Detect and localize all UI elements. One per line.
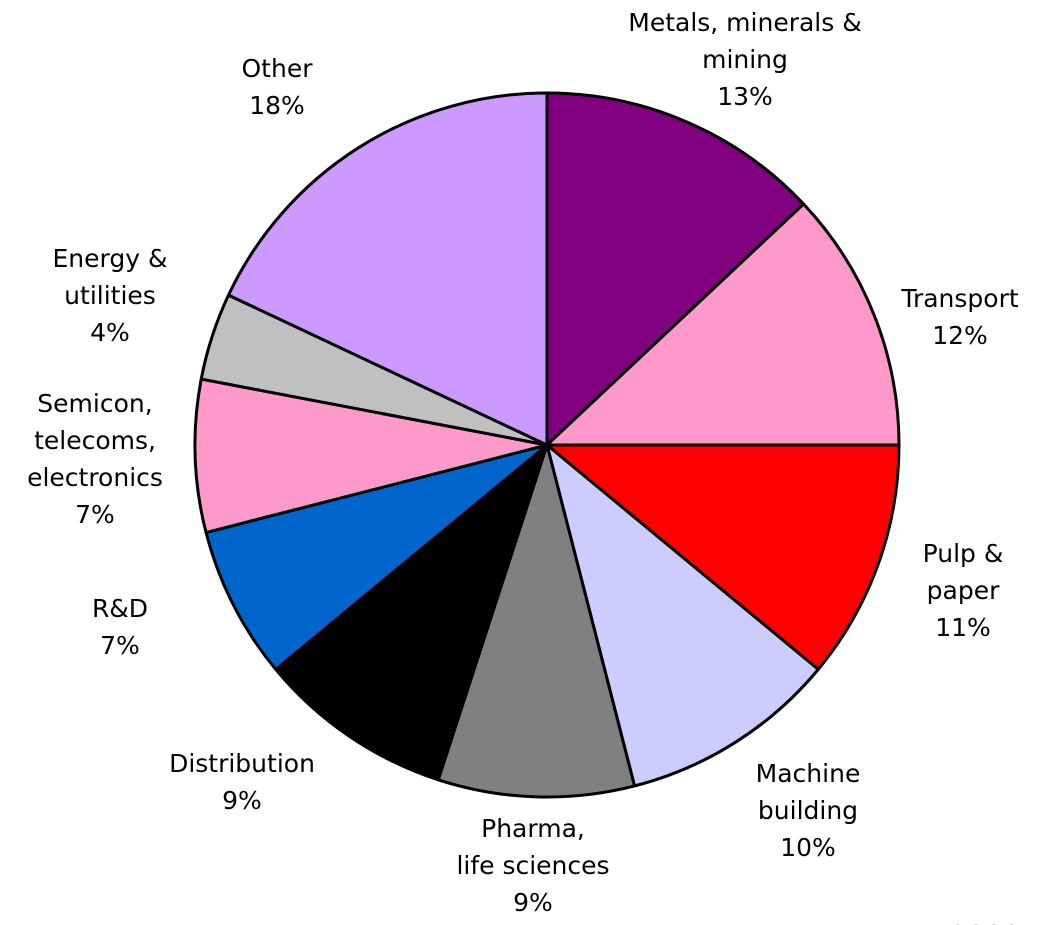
slice-label: Pulp & paper 11% bbox=[813, 535, 1039, 646]
slice-label: Energy & utilities 4% bbox=[0, 240, 260, 351]
slice-label: Machine building 10% bbox=[658, 755, 958, 866]
slice-percent: 18% bbox=[249, 91, 305, 120]
slice-percent: 9% bbox=[222, 786, 262, 815]
slice-label-box: Pharma, life sciences 9% bbox=[383, 810, 683, 921]
slice-label: Distribution 9% bbox=[92, 745, 392, 819]
slice-label-box: Metals, minerals & mining 13% bbox=[595, 4, 895, 115]
slice-name: Metals, minerals & mining bbox=[628, 8, 862, 74]
slice-label-box: R&D 7% bbox=[0, 590, 270, 664]
pie-slice bbox=[193, 377, 549, 535]
slice-name: Semicon, telecoms, electronics bbox=[27, 389, 163, 492]
pie-slice bbox=[274, 443, 549, 782]
slice-percent: 12% bbox=[932, 321, 988, 350]
slice-percent: 10% bbox=[780, 833, 836, 862]
slice-name: Other bbox=[241, 54, 313, 83]
slice-label: Other 18% bbox=[127, 50, 427, 124]
pie-slice bbox=[545, 202, 901, 447]
slice-label-box: Pulp & paper 11% bbox=[813, 535, 1039, 646]
slice-percent: 7% bbox=[75, 500, 115, 529]
slice-label-box: Semicon, telecoms, electronics 7% bbox=[0, 385, 245, 533]
slice-name: Pulp & paper bbox=[922, 539, 1004, 605]
slice-percent: 9% bbox=[513, 888, 553, 917]
slice-label-box: Energy & utilities 4% bbox=[0, 240, 260, 351]
slice-name: Transport bbox=[901, 284, 1019, 313]
slice-label: Metals, minerals & mining 13% bbox=[595, 4, 895, 115]
slice-percent: 11% bbox=[935, 613, 991, 642]
slice-percent: 7% bbox=[100, 631, 140, 660]
pie-slice bbox=[545, 443, 901, 671]
slice-label-box: Machine building 10% bbox=[658, 755, 958, 866]
slice-percent: 13% bbox=[717, 82, 773, 111]
pie-slice bbox=[545, 91, 806, 447]
slice-name: Energy & utilities bbox=[52, 244, 168, 310]
slice-label-box: Other 18% bbox=[127, 50, 427, 124]
slice-percent: 4% bbox=[90, 318, 130, 347]
slice-name: Distribution bbox=[169, 749, 315, 778]
slice-label: Pharma, life sciences 9% bbox=[383, 810, 683, 921]
slice-label: Transport 12% bbox=[810, 280, 1039, 354]
pie-slice bbox=[545, 443, 820, 788]
slice-label-box: Transport 12% bbox=[810, 280, 1039, 354]
slice-name: R&D bbox=[91, 594, 149, 623]
pie-slice bbox=[204, 443, 549, 671]
slice-label-box: Distribution 9% bbox=[92, 745, 392, 819]
slice-name: Pharma, life sciences bbox=[456, 814, 610, 880]
slice-label: R&D 7% bbox=[0, 590, 270, 664]
pie-slice bbox=[227, 91, 549, 447]
slice-name: Machine building bbox=[755, 759, 861, 825]
slice-label: Semicon, telecoms, electronics 7% bbox=[0, 385, 245, 533]
pie-slice bbox=[436, 443, 637, 799]
year-annotation: 2008 bbox=[949, 919, 1020, 925]
